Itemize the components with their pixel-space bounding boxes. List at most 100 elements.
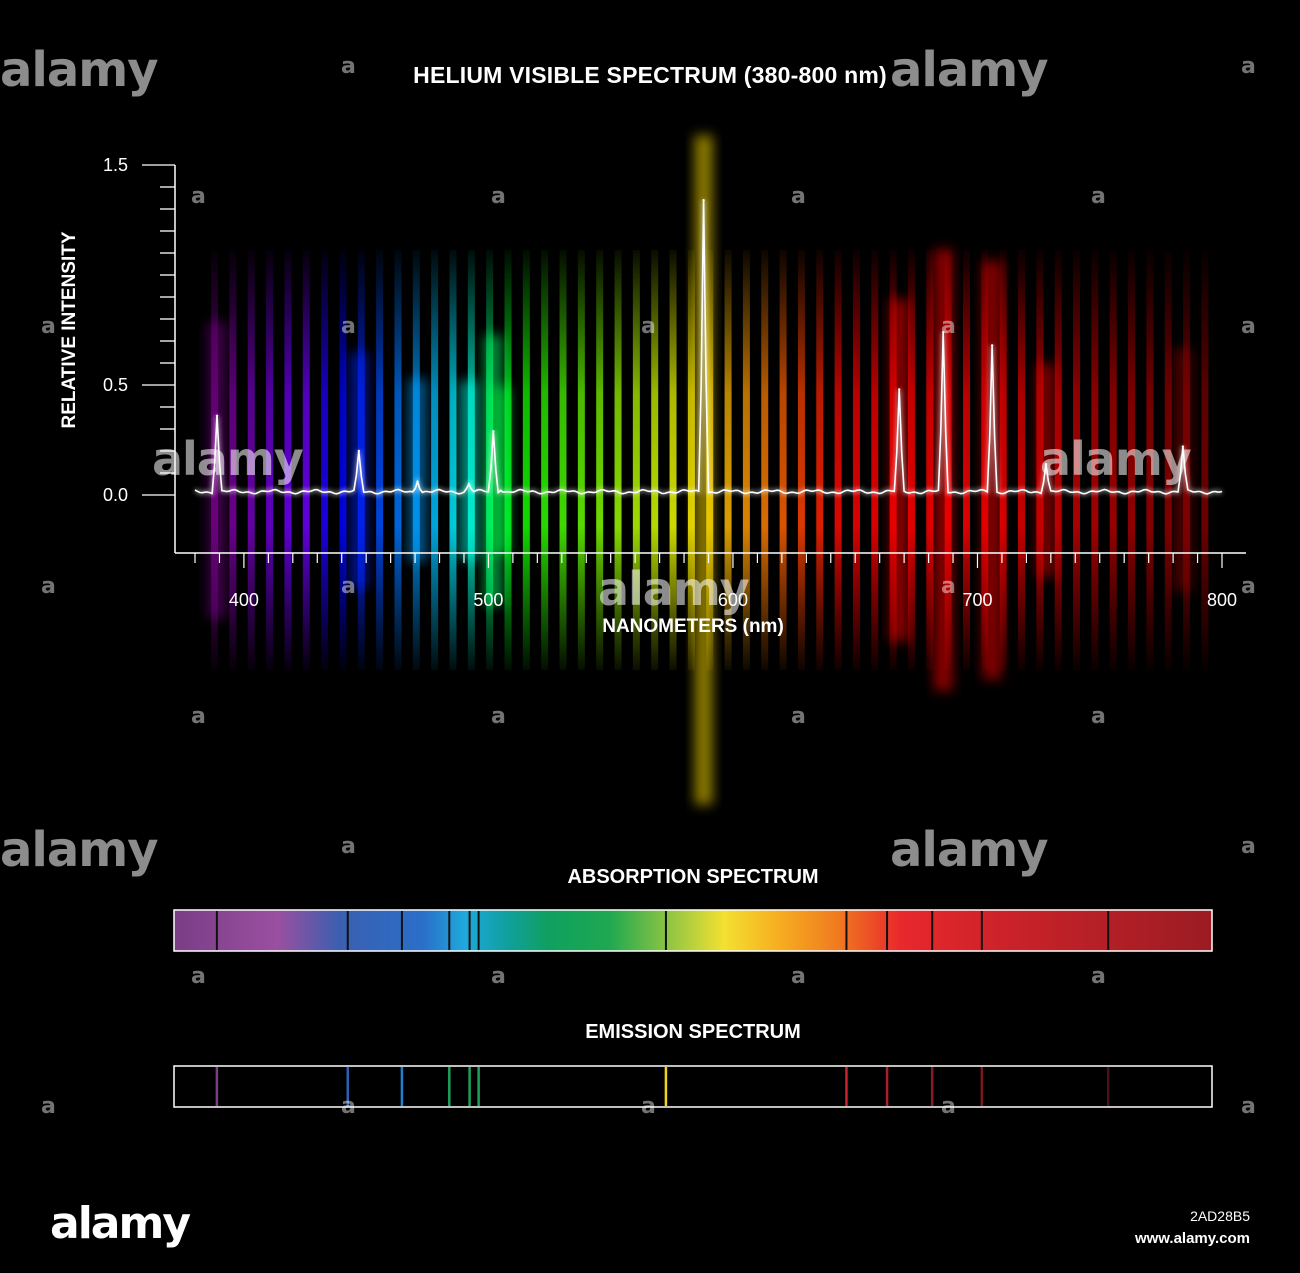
x-tick-label: 500 <box>473 590 503 610</box>
watermark-letter: a <box>41 1094 56 1119</box>
watermark-letter: a <box>1241 314 1256 339</box>
watermark-letter: a <box>791 184 806 209</box>
spectrum-band <box>1128 250 1136 670</box>
spectrum-band <box>596 250 604 670</box>
peak-glow <box>1173 348 1192 592</box>
emission-spectrum-bar <box>173 1065 1213 1108</box>
intensity-curve-line <box>194 200 1223 495</box>
y-tick-label: 0.0 <box>103 485 128 505</box>
watermark: alamy <box>0 822 159 878</box>
spectrum-band <box>614 250 622 670</box>
spectrum-band <box>1091 250 1099 670</box>
peak-glow <box>208 321 227 619</box>
peak-point <box>492 430 495 433</box>
spectrum-band <box>284 250 292 670</box>
spectrum-band <box>266 250 274 670</box>
watermark-letter: a <box>491 964 506 989</box>
peak-glow <box>459 380 478 560</box>
site-url: www.alamy.com <box>1134 1230 1250 1247</box>
spectrum-band <box>669 250 677 670</box>
watermark: alamy <box>598 562 750 616</box>
watermark-letter: a <box>341 834 356 859</box>
spectrum-band <box>761 250 769 670</box>
watermark-letter: a <box>1241 574 1256 599</box>
watermark-letter: a <box>191 184 206 209</box>
spectrum-band <box>907 250 915 670</box>
watermark-letter: a <box>491 184 506 209</box>
peak-glow <box>408 378 427 562</box>
spectrum-band <box>852 250 860 670</box>
spectrum-band <box>394 250 402 670</box>
peak-glow <box>890 298 909 642</box>
watermark-letter: a <box>1241 834 1256 859</box>
chart-title: HELIUM VISIBLE SPECTRUM (380-800 nm) <box>413 62 887 88</box>
image-id: 2AD28B5 <box>1190 1208 1250 1224</box>
watermark-letter: a <box>1241 1094 1256 1119</box>
x-tick-label: 600 <box>718 590 748 610</box>
spectrum-band <box>632 250 640 670</box>
spectrum-band <box>247 250 255 670</box>
x-tick-label: 700 <box>962 590 992 610</box>
spectrum-band <box>871 250 879 670</box>
watermark-letter: a <box>491 704 506 729</box>
y-tick-label: 0.5 <box>103 375 128 395</box>
peak-point <box>357 449 361 453</box>
watermark-letter: a <box>1241 54 1256 79</box>
spectrum-band <box>302 250 310 670</box>
peak-glow <box>983 260 1002 680</box>
emission-background <box>173 1065 1213 1108</box>
watermark-letter: a <box>641 1094 656 1119</box>
peak-glow <box>934 249 953 691</box>
spectrum-band <box>834 250 842 670</box>
spectrum-band <box>724 250 732 670</box>
absorption-gradient <box>173 909 1213 952</box>
watermark-letter: a <box>341 54 356 79</box>
y-tick-label: 1.5 <box>103 155 128 175</box>
watermark-letter: a <box>341 574 356 599</box>
watermark-letter: a <box>641 314 656 339</box>
spectrum-band <box>1109 250 1117 670</box>
x-axis-label: NANOMETERS (nm) <box>602 616 784 637</box>
absorption-spectrum-bar <box>173 909 1213 952</box>
peak-point <box>702 199 705 202</box>
watermark: alamy <box>152 432 304 486</box>
spectrum-band <box>742 250 750 670</box>
spectrum-band <box>1201 250 1209 670</box>
peak-point <box>215 414 219 417</box>
spectrum-band <box>376 250 384 670</box>
spectrum-band <box>1073 250 1081 670</box>
spectrum-band <box>1164 250 1172 670</box>
watermark-letter: a <box>191 704 206 729</box>
watermark: alamy <box>1040 432 1192 486</box>
intensity-curve <box>194 199 1223 497</box>
spectrum-band <box>229 250 237 670</box>
spectrum-band <box>816 250 824 670</box>
watermark-letter: a <box>791 964 806 989</box>
spectrum-band <box>779 250 787 670</box>
alamy-logo: alamy <box>50 1198 191 1249</box>
spectrum-band <box>926 250 934 670</box>
watermark: alamy <box>890 822 1049 878</box>
peak-point <box>467 482 471 486</box>
watermark-letter: a <box>1091 704 1106 729</box>
watermark-letter: a <box>41 574 56 599</box>
spectrum-band <box>559 250 567 670</box>
peak-point <box>1181 445 1185 448</box>
spectrum-band <box>1017 250 1025 670</box>
x-tick-label: 800 <box>1207 590 1237 610</box>
peak-point <box>416 480 419 483</box>
peak-point <box>898 388 901 391</box>
spectrum-band <box>1054 250 1062 670</box>
peak-point <box>1044 463 1048 466</box>
watermark-letter: a <box>341 1094 356 1119</box>
peak-point <box>942 331 945 334</box>
peak-glow <box>694 135 713 805</box>
absorption-title: ABSORPTION SPECTRUM <box>567 866 819 888</box>
spectrum-band <box>797 250 805 670</box>
spectrum-band <box>522 250 530 670</box>
watermark-letter: a <box>1091 184 1106 209</box>
spectrum-band <box>449 250 457 670</box>
watermark-letter: a <box>41 314 56 339</box>
spectrum-band <box>651 250 659 670</box>
